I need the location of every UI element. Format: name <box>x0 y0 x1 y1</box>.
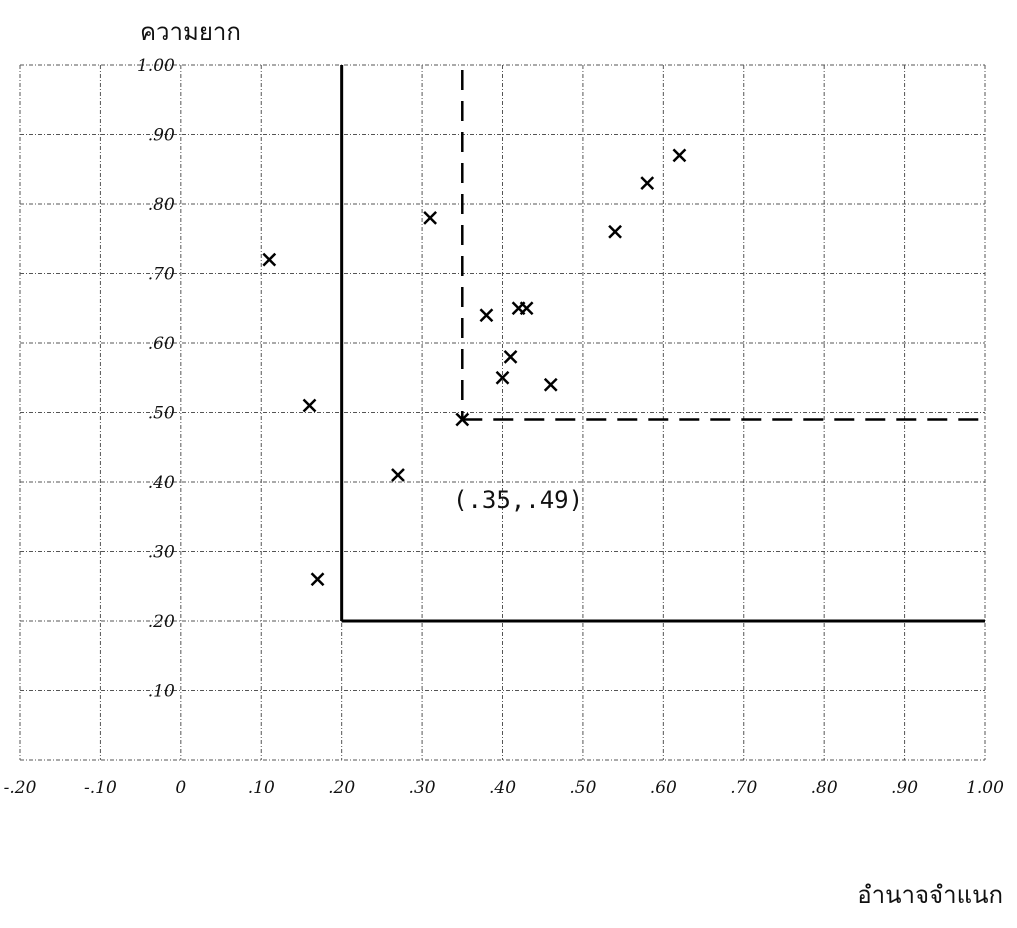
data-point-10-stroke-b <box>519 301 534 316</box>
x-tick-label-12: 1.00 <box>966 778 1004 798</box>
data-point-10 <box>519 301 534 316</box>
data-point-3 <box>391 468 405 482</box>
x-tick-label-3: .10 <box>248 778 275 798</box>
data-point-7-stroke-b <box>495 370 510 385</box>
data-point-7 <box>495 370 510 385</box>
x-tick-label-4: .20 <box>328 778 355 798</box>
data-point-2 <box>310 572 325 587</box>
data-point-2-stroke-b <box>310 572 325 587</box>
data-point-0 <box>262 252 277 267</box>
data-point-8 <box>503 350 518 364</box>
data-point-0-stroke-b <box>262 252 277 267</box>
data-point-4-stroke-b <box>423 211 438 225</box>
data-points <box>262 148 687 587</box>
data-point-4 <box>423 211 438 225</box>
y-tick-label-2: .30 <box>148 543 175 563</box>
y-tick-label-7: .80 <box>148 195 175 215</box>
y-tick-label-1: .20 <box>148 612 175 632</box>
x-tick-label-7: .50 <box>569 778 596 798</box>
reference-lines <box>461 70 985 421</box>
x-tick-label-9: .70 <box>730 778 757 798</box>
data-point-6 <box>479 308 494 323</box>
x-tick-label-11: .90 <box>891 778 918 798</box>
x-tick-label-8: .60 <box>650 778 677 798</box>
x-tick-label-2: 0 <box>175 778 186 798</box>
x-tick-label-1: -.10 <box>84 778 117 798</box>
data-point-5 <box>455 412 470 427</box>
y-tick-label-9: 1.00 <box>137 56 175 76</box>
data-point-13 <box>640 176 655 191</box>
x-tick-labels: -.20 -.10 0 .10 .20 .30 .40 .50 .60 .70 .80 .90 1.00 <box>4 778 1004 798</box>
data-point-14-stroke-b <box>672 148 687 163</box>
data-point-5-stroke-b <box>455 412 470 427</box>
data-point-1-stroke-b <box>302 398 317 413</box>
data-point-14 <box>672 148 687 163</box>
y-tick-label-3: .40 <box>148 473 175 493</box>
y-tick-label-4: .50 <box>148 404 175 424</box>
data-point-8-stroke-b <box>503 350 518 364</box>
data-point-3-stroke-b <box>391 468 405 482</box>
y-tick-label-6: .70 <box>148 265 175 285</box>
x-tick-label-5: .30 <box>409 778 436 798</box>
y-axis-label: ความยาก <box>140 18 241 46</box>
data-point-6-stroke-b <box>479 308 494 323</box>
y-tick-label-0: .10 <box>148 682 175 702</box>
x-tick-label-6: .40 <box>489 778 516 798</box>
x-tick-label-10: .80 <box>811 778 838 798</box>
reference-point-annotation: (.35,.49) <box>453 486 583 514</box>
data-point-11 <box>543 377 558 392</box>
data-point-12-stroke-b <box>608 224 622 239</box>
data-point-13-stroke-b <box>640 176 655 191</box>
data-point-11-stroke-b <box>543 377 558 392</box>
y-tick-label-8: .90 <box>148 126 175 146</box>
x-tick-label-0: -.20 <box>4 778 37 798</box>
y-tick-label-5: .60 <box>148 334 175 354</box>
data-point-1 <box>302 398 317 413</box>
y-tick-labels: .10 .20 .30 .40 .50 .60 .70 .80 .90 1.00 <box>137 56 175 702</box>
x-axis-label: อำนาจจำแนก <box>857 881 1003 909</box>
acceptance-boundary <box>340 65 985 623</box>
data-point-12 <box>608 224 622 239</box>
